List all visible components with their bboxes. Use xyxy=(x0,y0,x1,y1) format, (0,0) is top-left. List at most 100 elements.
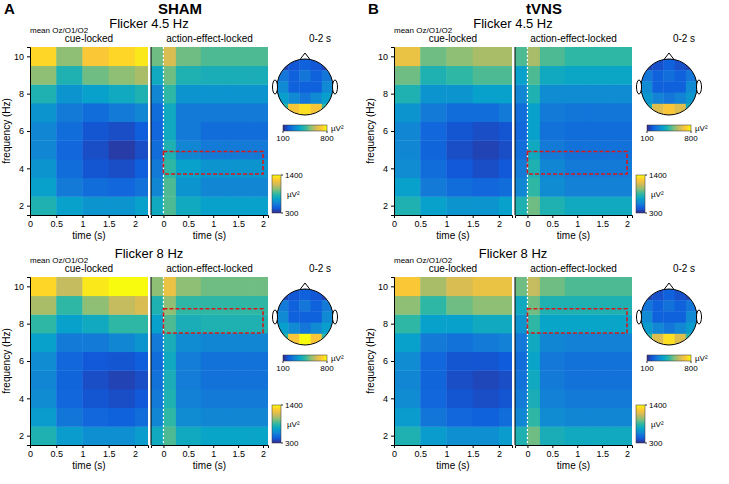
tick: 4 xyxy=(383,164,394,174)
heatmap-cell xyxy=(565,277,590,296)
topo-cell xyxy=(641,93,653,105)
heatmap-cell xyxy=(540,352,565,371)
heatmap-cell xyxy=(565,122,590,141)
tick-label: 10 xyxy=(378,282,388,292)
heatmap-cell xyxy=(151,389,164,408)
heatmap-cell xyxy=(527,352,540,371)
tick-mark xyxy=(527,215,528,218)
heatmap-cell xyxy=(30,122,57,141)
tick: 10 xyxy=(14,282,30,292)
heatmap-cell xyxy=(151,296,164,315)
heatmap-cell xyxy=(446,66,473,85)
heatmap-cell xyxy=(394,333,421,352)
tick: 8 xyxy=(383,319,394,329)
heatmap-cell xyxy=(56,296,83,315)
heatmap-cell xyxy=(226,47,251,66)
heatmap-cell xyxy=(540,426,565,445)
tick: 0.5 xyxy=(547,445,560,459)
heatmap-cell xyxy=(473,140,500,159)
heatmap-cell xyxy=(615,159,632,178)
heatmap-cell xyxy=(446,389,473,408)
heatmap-cell xyxy=(615,84,632,103)
topo-cell xyxy=(311,93,323,105)
heatmap-cell xyxy=(565,370,590,389)
topo-cell xyxy=(299,81,311,93)
heatmap-cell xyxy=(394,296,421,315)
tick-mark xyxy=(163,445,164,448)
heatmap-cell xyxy=(590,277,615,296)
heatmap-cell xyxy=(527,140,540,159)
heatmap-cell xyxy=(151,178,164,197)
heatmap-cell xyxy=(446,333,473,352)
tick: 8 xyxy=(19,89,30,99)
heatmap-cell xyxy=(420,408,447,427)
heatmap-cell xyxy=(565,159,590,178)
heatmap-cell xyxy=(446,84,473,103)
x-axis: 00.511.52 xyxy=(516,445,633,459)
axis-line xyxy=(391,48,395,216)
topo-cells xyxy=(277,289,333,345)
heatmap-cell xyxy=(109,178,136,197)
heatmap-cell xyxy=(565,408,590,427)
topo-cell xyxy=(299,59,311,71)
heatmap-cell xyxy=(151,140,164,159)
tick-mark xyxy=(56,445,57,448)
heatmap-cell xyxy=(590,408,615,427)
heatmap-cell xyxy=(176,84,201,103)
heatmap-cell xyxy=(590,122,615,141)
heatmap-cell xyxy=(151,84,164,103)
label: 800 xyxy=(684,364,698,373)
heatmap-cell xyxy=(590,296,615,315)
tick-mark xyxy=(391,56,394,57)
topo-cell xyxy=(277,289,289,301)
topo-cell xyxy=(288,81,300,93)
tick: 1.5 xyxy=(467,215,480,229)
tick: 10 xyxy=(378,52,394,62)
heatmap-cell xyxy=(446,408,473,427)
heatmap-cell xyxy=(515,84,528,103)
label: frequency (Hz) xyxy=(365,328,376,394)
tick-label: 1 xyxy=(575,449,580,459)
axis-line xyxy=(31,446,149,449)
heatmap-cell xyxy=(109,84,136,103)
heatmap-cell xyxy=(446,47,473,66)
tick-label: 1 xyxy=(444,449,449,459)
topo-cell xyxy=(663,93,675,105)
label: 800 xyxy=(320,134,334,143)
heatmap-cell xyxy=(540,84,565,103)
heatmap-cell xyxy=(394,47,421,66)
colorbar-tick xyxy=(645,175,647,176)
heatmap-cell xyxy=(251,103,268,122)
heatmap-cell xyxy=(499,296,512,315)
heatmap-cell xyxy=(135,389,148,408)
heatmap-cell xyxy=(176,352,201,371)
heatmap-cell xyxy=(615,47,632,66)
colorbar-tick xyxy=(691,361,692,363)
heatmap-cell xyxy=(109,277,136,296)
heatmap-cell xyxy=(473,314,500,333)
label: tVNS xyxy=(526,0,562,17)
label: time (s) xyxy=(436,460,469,471)
topo-cell xyxy=(675,300,687,312)
topo-cell xyxy=(299,311,311,323)
tick-label: 2 xyxy=(133,219,138,229)
tick: 1 xyxy=(444,445,449,459)
heatmap-cell xyxy=(251,370,268,389)
heatmap-cell xyxy=(446,122,473,141)
label: 0-2 s xyxy=(673,33,695,44)
tick-label: 1.5 xyxy=(596,219,609,229)
heatmap-cell xyxy=(151,333,164,352)
heatmap-cell xyxy=(176,426,201,445)
heatmap-cell xyxy=(590,66,615,85)
heatmap-cell xyxy=(499,122,512,141)
heatmap-cell xyxy=(109,159,136,178)
heatmap-cell xyxy=(109,314,136,333)
colorbar-tick xyxy=(281,405,283,406)
heatmap-cell xyxy=(590,103,615,122)
tick-label: 6 xyxy=(19,356,24,366)
tick: 2 xyxy=(497,445,502,459)
tick: 2 xyxy=(383,201,394,211)
heatmap-cell xyxy=(176,389,201,408)
heatmap-cell xyxy=(176,277,201,296)
heatmap-cell xyxy=(499,103,512,122)
